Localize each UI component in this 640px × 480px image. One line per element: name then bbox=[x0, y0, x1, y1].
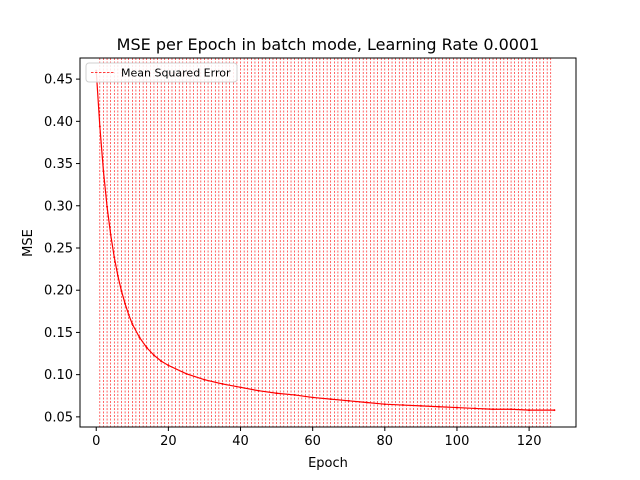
mse-data-point bbox=[185, 372, 188, 375]
y-ticks-group: 0.05 0.10 0.15 0.20 0.25 0.30 0.35 0.40 0.45 bbox=[44, 73, 80, 425]
mse-data-point bbox=[455, 406, 458, 409]
y-tick-label: 0.30 bbox=[44, 199, 73, 214]
y-tick-label: 0.35 bbox=[44, 157, 73, 172]
x-axis-label: Epoch bbox=[308, 456, 348, 471]
x-tick-label: 0 bbox=[92, 434, 100, 449]
y-tick-label: 0.20 bbox=[44, 284, 73, 299]
y-tick-label: 0.05 bbox=[44, 410, 73, 425]
legend-label: Mean Squared Error bbox=[121, 67, 231, 80]
mse-data-point bbox=[167, 364, 170, 367]
mse-data-point bbox=[383, 403, 386, 406]
mse-data-point bbox=[138, 336, 141, 339]
mse-data-point bbox=[347, 399, 350, 402]
mse-data-point bbox=[419, 404, 422, 407]
mse-data-point bbox=[473, 407, 476, 410]
mse-data-point bbox=[401, 404, 404, 407]
x-ticks-group: 0 20 40 60 80 100 120 bbox=[92, 427, 542, 449]
mse-data-point bbox=[106, 205, 109, 208]
mse-data-point bbox=[437, 405, 440, 408]
mse-data-point bbox=[145, 346, 148, 349]
y-tick-label: 0.40 bbox=[44, 115, 73, 130]
x-tick-label: 40 bbox=[232, 434, 249, 449]
mse-data-point bbox=[160, 360, 163, 363]
mse-data-point bbox=[113, 256, 116, 259]
mse-data-point bbox=[492, 408, 495, 411]
y-tick-label: 0.10 bbox=[44, 368, 73, 383]
mse-data-point bbox=[257, 389, 260, 392]
mse-data-point bbox=[239, 386, 242, 389]
x-tick-label: 120 bbox=[517, 434, 542, 449]
x-tick-label: 60 bbox=[304, 434, 321, 449]
legend: Mean Squared Error bbox=[85, 62, 238, 83]
mse-data-point bbox=[98, 125, 101, 128]
plot-frame bbox=[79, 57, 577, 428]
mse-data-point bbox=[528, 409, 531, 412]
x-tick-label: 80 bbox=[377, 434, 394, 449]
x-tick-label: 20 bbox=[160, 434, 177, 449]
mse-data-point bbox=[553, 409, 556, 412]
x-tick-label: 100 bbox=[445, 434, 470, 449]
mse-data-point bbox=[275, 392, 278, 395]
y-tick-label: 0.15 bbox=[44, 326, 73, 341]
mse-data-point bbox=[120, 290, 123, 293]
epoch-vlines-group bbox=[99, 58, 552, 427]
y-axis-label: MSE bbox=[21, 229, 36, 257]
y-tick-label: 0.25 bbox=[44, 241, 73, 256]
mse-data-point bbox=[102, 170, 105, 173]
chart-title: MSE per Epoch in batch mode, Learning Ra… bbox=[117, 35, 540, 54]
mse-data-point bbox=[109, 233, 112, 236]
mse-data-point bbox=[510, 408, 513, 411]
mse-data-point bbox=[127, 313, 130, 316]
mse-data-point bbox=[311, 396, 314, 399]
mse-data-point bbox=[116, 274, 119, 277]
mse-data-point bbox=[221, 382, 224, 385]
legend-box bbox=[85, 62, 238, 83]
mse-data-point bbox=[131, 322, 134, 325]
mse-data-point bbox=[152, 354, 155, 357]
mse-data-point bbox=[203, 378, 206, 381]
mse-data-point bbox=[124, 302, 127, 305]
mse-data-point bbox=[329, 398, 332, 401]
mse-data-point bbox=[293, 393, 296, 396]
mse-data-point bbox=[365, 401, 368, 404]
y-tick-label: 0.45 bbox=[44, 73, 73, 88]
